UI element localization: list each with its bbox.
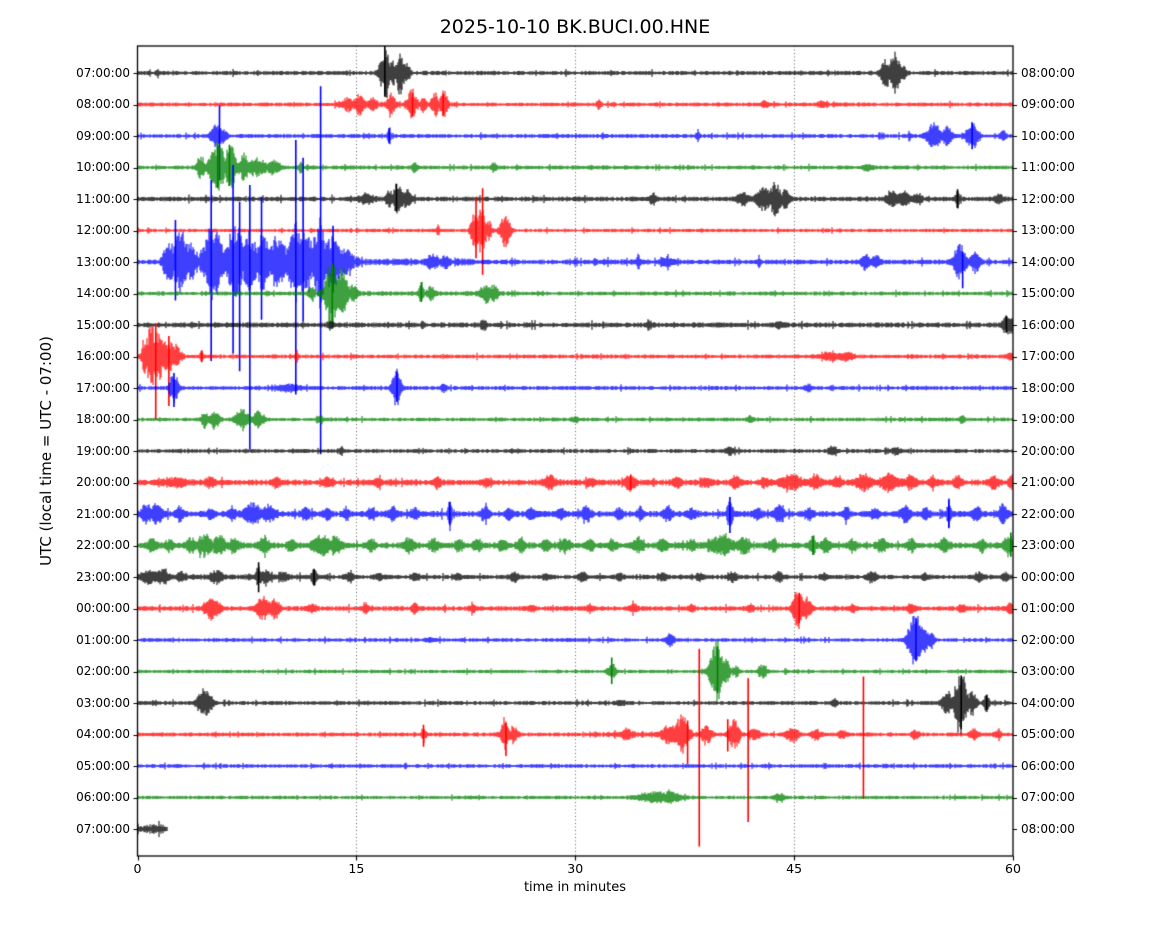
local-tick-label: 08:00:00	[1021, 65, 1075, 80]
local-tick-label: 18:00:00	[1021, 380, 1075, 395]
local-tick-label: 03:00:00	[1021, 664, 1075, 678]
utc-tick-label: 15:00:00	[76, 317, 130, 332]
utc-tick-label: 06:00:00	[76, 790, 130, 804]
utc-tick-label: 01:00:00	[76, 632, 130, 647]
local-tick-label: 09:00:00	[1021, 97, 1075, 111]
local-tick-label: 13:00:00	[1021, 223, 1075, 237]
utc-tick-label: 12:00:00	[76, 223, 130, 237]
utc-tick-label: 02:00:00	[76, 664, 130, 678]
utc-tick-label: 07:00:00	[76, 65, 130, 80]
utc-tick-label: 05:00:00	[76, 758, 130, 773]
utc-tick-label: 03:00:00	[76, 695, 130, 710]
local-tick-label: 15:00:00	[1021, 286, 1075, 300]
local-tick-label: 22:00:00	[1021, 506, 1075, 521]
utc-tick-label: 16:00:00	[76, 349, 130, 363]
local-tick-label: 10:00:00	[1021, 128, 1075, 143]
utc-tick-label: 22:00:00	[76, 538, 130, 552]
utc-tick-label: 00:00:00	[76, 601, 130, 615]
utc-tick-label: 13:00:00	[76, 254, 130, 269]
utc-tick-label: 20:00:00	[76, 475, 130, 489]
utc-tick-label: 19:00:00	[76, 443, 130, 458]
local-tick-label: 00:00:00	[1021, 569, 1075, 584]
local-tick-label: 17:00:00	[1021, 349, 1075, 363]
local-tick-label: 20:00:00	[1021, 443, 1075, 458]
utc-tick-label: 11:00:00	[76, 191, 130, 206]
local-tick-label: 01:00:00	[1021, 601, 1075, 615]
utc-tick-label: 07:00:00	[76, 821, 130, 836]
x-tick-label: 15	[348, 861, 365, 876]
local-tick-label: 08:00:00	[1021, 821, 1075, 836]
local-tick-label: 19:00:00	[1021, 412, 1075, 426]
plot-title: 2025-10-10 BK.BUCI.00.HNE	[439, 16, 711, 38]
local-tick-label: 05:00:00	[1021, 727, 1075, 741]
utc-tick-label: 18:00:00	[76, 412, 130, 426]
x-axis-label: time in minutes	[523, 880, 627, 895]
local-tick-label: 23:00:00	[1021, 538, 1075, 552]
utc-tick-label: 04:00:00	[76, 727, 130, 741]
local-tick-label: 16:00:00	[1021, 317, 1075, 332]
utc-tick-label: 14:00:00	[76, 286, 130, 300]
x-tick-label: 45	[786, 861, 803, 876]
x-tick-label: 30	[567, 861, 584, 876]
local-tick-label: 12:00:00	[1021, 191, 1075, 206]
local-tick-label: 21:00:00	[1021, 475, 1075, 489]
utc-tick-label: 08:00:00	[76, 97, 130, 111]
local-tick-label: 07:00:00	[1021, 790, 1075, 804]
local-tick-label: 14:00:00	[1021, 254, 1075, 269]
utc-tick-label: 09:00:00	[76, 128, 130, 143]
utc-tick-label: 17:00:00	[76, 380, 130, 395]
utc-tick-label: 21:00:00	[76, 506, 130, 521]
utc-tick-label: 10:00:00	[76, 160, 130, 174]
utc-tick-label: 23:00:00	[76, 569, 130, 584]
local-tick-label: 02:00:00	[1021, 632, 1075, 647]
local-tick-label: 11:00:00	[1021, 160, 1075, 174]
x-tick-label: 60	[1005, 861, 1021, 876]
x-tick-label: 0	[133, 861, 142, 876]
local-tick-label: 06:00:00	[1021, 758, 1075, 773]
local-tick-label: 04:00:00	[1021, 695, 1075, 710]
